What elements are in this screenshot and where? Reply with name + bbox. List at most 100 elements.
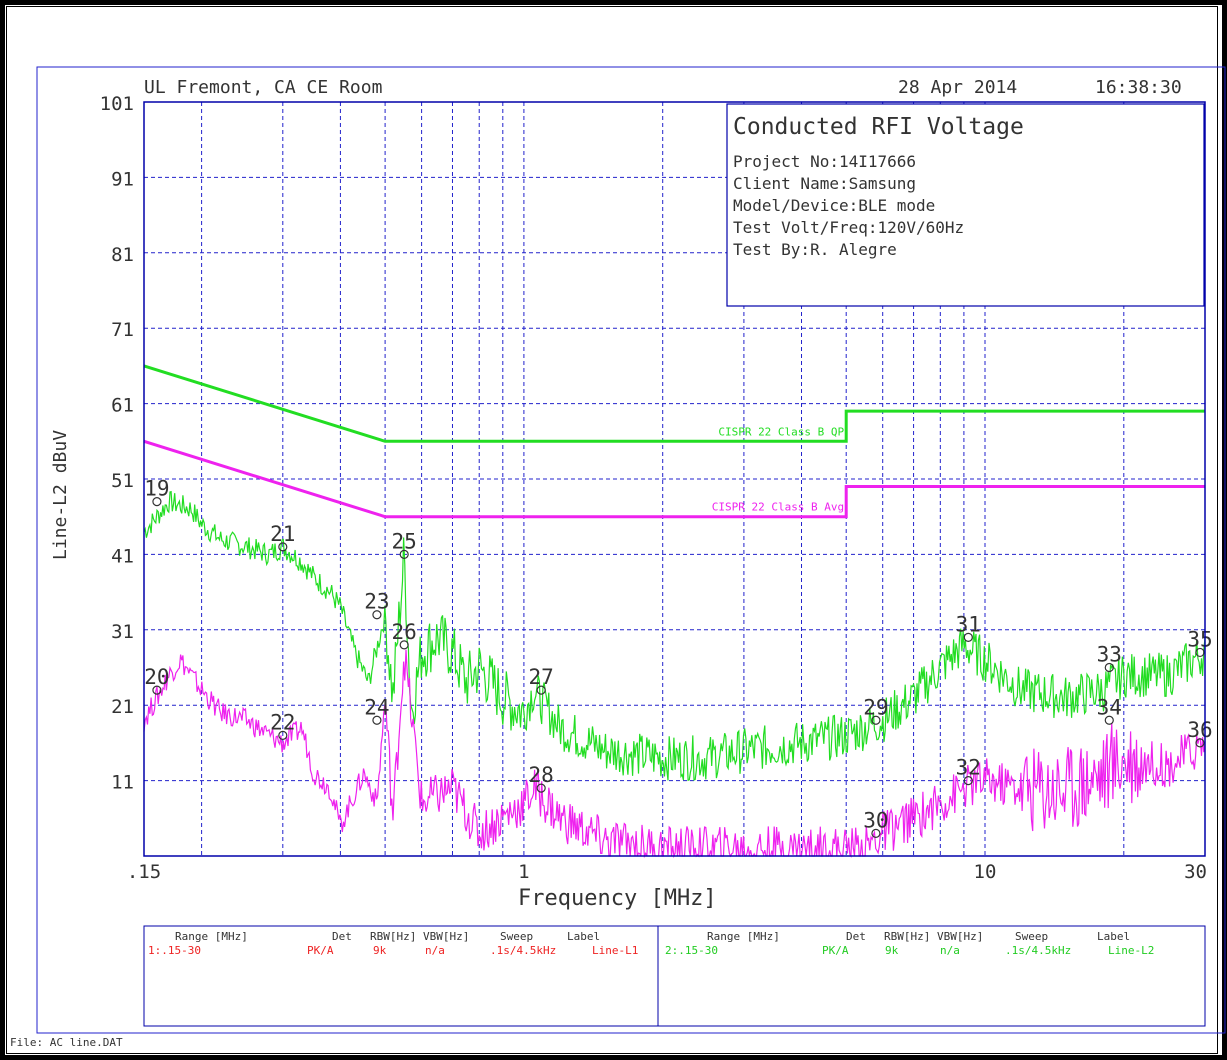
marker-point bbox=[536, 783, 546, 793]
limit-label-qp: CISPR 22 Class B QP bbox=[718, 425, 844, 438]
x-tick-label: 30 bbox=[1184, 861, 1207, 883]
t2-range: 2:.15-30 bbox=[665, 944, 718, 957]
info-line-client: Client Name:Samsung bbox=[733, 174, 916, 193]
marker-label: 20 bbox=[144, 665, 169, 689]
marker-point bbox=[372, 715, 382, 725]
marker-label: 28 bbox=[529, 763, 554, 787]
limit-lines: CISPR 22 Class B QP CISPR 22 Class B Avg bbox=[143, 364, 1205, 519]
y-tick-labels: 11 21 31 41 51 61 71 81 91 101 bbox=[100, 93, 134, 794]
marker-point bbox=[1104, 715, 1114, 725]
plot-area-border bbox=[36, 66, 1226, 1034]
y-tick-label: 91 bbox=[111, 168, 134, 190]
marker-point bbox=[871, 715, 881, 725]
marker-label: 33 bbox=[1097, 643, 1122, 667]
x-tick-label: .15 bbox=[127, 861, 161, 883]
t2-rbw: 9k bbox=[885, 944, 899, 957]
info-line-tester: Test By:R. Alegre bbox=[733, 240, 897, 259]
marker-label: 21 bbox=[270, 522, 295, 546]
t2-h-det: Det bbox=[846, 930, 866, 943]
marker-point bbox=[871, 828, 881, 838]
y-tick-label: 61 bbox=[111, 395, 134, 417]
marker-label: 29 bbox=[863, 695, 888, 719]
y-axis-label: Line-L2 dBuV bbox=[50, 430, 71, 560]
t2-sweep: .1s/4.5kHz bbox=[1005, 944, 1071, 957]
y-tick-label: 101 bbox=[100, 93, 134, 115]
info-title: Conducted RFI Voltage bbox=[733, 114, 1024, 140]
t1-h-vbw: VBW[Hz] bbox=[423, 930, 469, 943]
inner-frame bbox=[6, 6, 1218, 1054]
t1-h-rbw: RBW[Hz] bbox=[370, 930, 416, 943]
marker-label: 24 bbox=[364, 695, 389, 719]
info-line-model: Model/Device:BLE mode bbox=[733, 196, 935, 215]
trace-line-l2 bbox=[143, 490, 1206, 782]
marker-label: 19 bbox=[144, 477, 169, 501]
marker-point bbox=[152, 497, 162, 507]
t1-h-det: Det bbox=[332, 930, 352, 943]
marker-point bbox=[1104, 662, 1114, 673]
marker-label: 26 bbox=[392, 620, 417, 644]
marker-label: 36 bbox=[1187, 718, 1212, 742]
y-tick-label: 81 bbox=[111, 244, 134, 266]
marker-label: 32 bbox=[956, 756, 981, 780]
marker-label: 25 bbox=[392, 529, 417, 553]
x-axis-label: Frequency [MHz] bbox=[518, 886, 717, 911]
marker-point bbox=[278, 542, 288, 552]
series-group bbox=[143, 490, 1206, 859]
marker-point bbox=[372, 610, 382, 620]
y-tick-label: 71 bbox=[111, 319, 134, 341]
marker-label: 27 bbox=[529, 665, 554, 689]
test-date: 28 Apr 2014 bbox=[898, 77, 1017, 98]
t2-h-label: Label bbox=[1097, 930, 1130, 943]
y-tick-label: 21 bbox=[111, 696, 134, 718]
info-line-project: Project No:14I17666 bbox=[733, 152, 916, 171]
t2-h-range: Range [MHz] bbox=[707, 930, 780, 943]
t1-vbw: n/a bbox=[425, 944, 445, 957]
marker-point bbox=[963, 775, 973, 786]
t2-h-rbw: RBW[Hz] bbox=[884, 930, 930, 943]
test-time: 16:38:30 bbox=[1095, 77, 1182, 98]
marker-point bbox=[278, 730, 288, 740]
marker-point bbox=[152, 685, 162, 695]
file-name: File: AC line.DAT bbox=[10, 1036, 123, 1049]
info-box bbox=[726, 103, 1205, 307]
t2-det: PK/A bbox=[822, 944, 849, 957]
t1-rbw: 9k bbox=[373, 944, 387, 957]
x-tick-labels: .15 1 10 30 bbox=[127, 861, 1207, 883]
t1-h-label: Label bbox=[567, 930, 600, 943]
limit-line-avg bbox=[143, 439, 1205, 519]
t1-sweep: .1s/4.5kHz bbox=[490, 944, 556, 957]
marker-label: 22 bbox=[270, 710, 295, 734]
marker-point bbox=[399, 640, 409, 650]
x-tick-label: 10 bbox=[974, 861, 997, 883]
axes-frame bbox=[143, 101, 1206, 857]
marker-point bbox=[1195, 647, 1205, 658]
marker-label: 30 bbox=[863, 808, 888, 832]
marker-label: 34 bbox=[1097, 695, 1122, 719]
t2-vbw: n/a bbox=[940, 944, 960, 957]
limit-line-qp bbox=[143, 364, 1205, 443]
t1-h-sweep: Sweep bbox=[500, 930, 533, 943]
info-line-volt: Test Volt/Freq:120V/60Hz bbox=[733, 218, 964, 237]
marker-point bbox=[1195, 738, 1205, 748]
t1-det: PK/A bbox=[307, 944, 334, 957]
marker-label: 23 bbox=[364, 590, 389, 614]
marker-label: 35 bbox=[1187, 627, 1212, 651]
limit-label-avg: CISPR 22 Class B Avg bbox=[712, 501, 844, 514]
y-tick-label: 31 bbox=[111, 621, 134, 643]
marker-group: 19 20 21 22 23 24 25 26 27 28 29 30 31 32 33 34 35 36 bbox=[144, 477, 1213, 838]
y-tick-label: 11 bbox=[111, 772, 134, 794]
lab-name: UL Fremont, CA CE Room bbox=[144, 77, 382, 98]
x-tick-label: 1 bbox=[518, 861, 529, 883]
t1-label: Line-L1 bbox=[592, 944, 638, 957]
y-tick-label: 51 bbox=[111, 470, 134, 492]
t1-h-range: Range [MHz] bbox=[175, 930, 248, 943]
marker-label: 31 bbox=[956, 612, 981, 636]
legend-table-box bbox=[143, 925, 1206, 1027]
t2-h-vbw: VBW[Hz] bbox=[937, 930, 983, 943]
trace-line-l1 bbox=[143, 649, 1206, 859]
t2-h-sweep: Sweep bbox=[1015, 930, 1048, 943]
t2-label: Line-L2 bbox=[1108, 944, 1154, 957]
y-tick-label: 41 bbox=[111, 545, 134, 567]
marker-point bbox=[399, 549, 409, 560]
